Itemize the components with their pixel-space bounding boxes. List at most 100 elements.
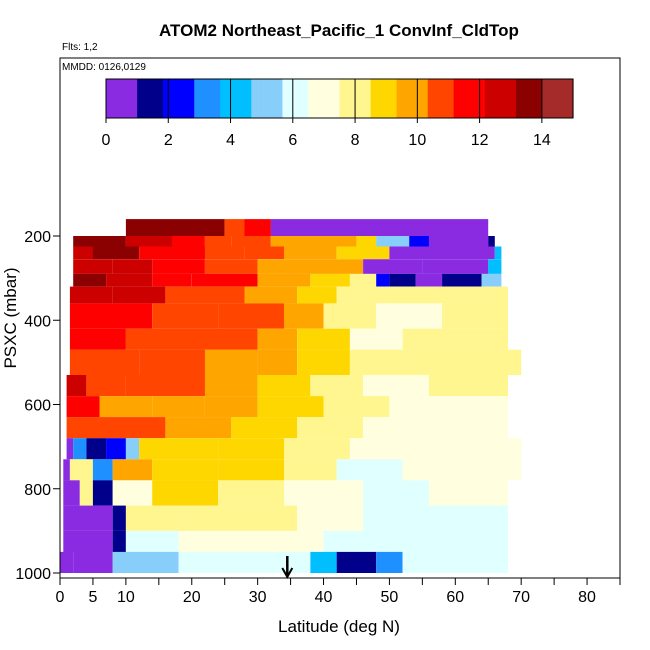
heatmap-cell <box>310 375 364 397</box>
heatmap-cell <box>139 349 205 375</box>
heatmap-cell <box>178 530 258 552</box>
heatmap-cell <box>69 459 93 481</box>
heatmap-cell <box>349 438 416 460</box>
heatmap-cell <box>112 286 166 304</box>
heatmap-cell <box>152 273 192 287</box>
colorbar-tick-label: 2 <box>164 132 173 149</box>
y-tick-label: 800 <box>24 482 51 499</box>
colorbar-swatch <box>137 79 143 118</box>
colorbar-swatch <box>360 79 367 118</box>
heatmap-cell <box>244 505 298 531</box>
colorbar-swatch <box>500 79 507 118</box>
flights-annotation: Flts: 1,2 <box>62 42 98 53</box>
colorbar-swatch <box>562 79 569 118</box>
colorbar-swatch <box>401 79 408 118</box>
heatmap-cell <box>69 286 113 304</box>
heatmap-cell <box>349 328 403 350</box>
colorbar-swatch <box>313 79 320 118</box>
heatmap-cell <box>402 328 508 350</box>
heatmap-cell <box>99 349 139 375</box>
heatmap-cell <box>204 349 258 375</box>
colorbar: 0 2 4 6 8 10 12 14 <box>102 78 574 149</box>
heatmap-cell <box>284 303 324 329</box>
heatmap-cell <box>389 396 508 418</box>
heatmap-cell <box>244 246 284 260</box>
colorbar-swatch <box>266 79 273 118</box>
colorbar-tick-label: 8 <box>351 132 360 149</box>
heatmap-cell <box>284 246 337 260</box>
heatmap-cell <box>284 459 337 481</box>
x-tick-label: 40 <box>315 589 333 606</box>
heatmap-cell <box>86 375 126 397</box>
colorbar-swatch <box>417 79 424 118</box>
heatmap-cell <box>218 438 284 460</box>
heatmap-cell <box>363 480 429 506</box>
heatmap-cell <box>139 438 166 460</box>
chart-title: ATOM2 Northeast_Pacific_1 ConvInf_CldTop <box>159 21 519 40</box>
heatmap-cell <box>428 375 508 397</box>
x-tick-label: 60 <box>446 589 464 606</box>
colorbar-swatch <box>381 79 387 118</box>
heatmap-cell <box>356 236 377 247</box>
heatmap-cell <box>428 236 489 247</box>
heatmap-cell <box>66 375 87 397</box>
heatmap-cell <box>389 273 416 287</box>
heatmap-cell <box>172 236 205 247</box>
heatmap-cell <box>125 328 205 350</box>
colorbar-swatch <box>111 79 117 118</box>
heatmap-cell <box>204 259 258 274</box>
heatmap-cell <box>152 480 219 506</box>
colorbar-swatch <box>334 79 341 118</box>
heatmap-cell <box>376 236 410 247</box>
heatmap-cell <box>73 236 126 247</box>
heatmap-cell <box>488 259 502 274</box>
heatmap-cell <box>112 480 153 506</box>
colorbar-swatch <box>521 79 527 118</box>
heatmap-cell <box>257 396 324 418</box>
y-tick-label: 400 <box>24 313 51 330</box>
colorbar-swatch <box>240 79 247 118</box>
heatmap-cell <box>363 375 429 397</box>
colorbar-swatch <box>406 79 413 118</box>
colorbar-swatch <box>230 79 237 118</box>
heatmap-cell <box>73 246 93 260</box>
heatmap-cell <box>297 349 350 375</box>
colorbar-swatch <box>557 79 564 118</box>
heatmap-cell <box>376 551 403 573</box>
colorbar-swatch <box>277 79 284 118</box>
colorbar-swatch <box>163 79 169 118</box>
colorbar-swatch <box>370 79 377 118</box>
heatmap-cell <box>92 459 113 481</box>
heatmap-cell <box>112 530 126 552</box>
heatmap-cell <box>481 273 502 287</box>
heatmap-cell <box>73 438 87 460</box>
colorbar-swatch <box>349 79 356 118</box>
heatmap-cell <box>389 246 495 260</box>
colorbar-swatch <box>469 79 476 118</box>
heatmap-cell <box>442 303 508 329</box>
heatmap-cell <box>494 246 502 260</box>
heatmap-cell <box>106 273 153 287</box>
colorbar-swatch <box>375 79 382 118</box>
heatmap-cell <box>389 530 508 552</box>
colorbar-swatch <box>131 79 138 118</box>
colorbar-swatch <box>458 79 465 118</box>
heatmap-cell <box>218 303 284 329</box>
heatmap-cell <box>73 551 113 573</box>
heatmap-cell <box>69 349 100 375</box>
heatmap-cell <box>244 219 271 236</box>
colorbar-swatch <box>297 79 304 118</box>
colorbar-tick-label: 12 <box>471 132 489 149</box>
colorbar-swatch <box>422 79 429 118</box>
heatmap-cell <box>112 459 153 481</box>
heatmap-cell <box>125 236 172 247</box>
y-tick-label: 600 <box>24 398 51 415</box>
heatmap-cell <box>442 273 482 287</box>
colorbar-swatch <box>365 79 372 118</box>
heatmap-cell <box>310 273 350 287</box>
heatmap-cell <box>112 505 126 531</box>
colorbar-swatch <box>339 79 346 118</box>
heatmap-cell <box>165 417 232 439</box>
heatmap-cell <box>69 303 100 329</box>
